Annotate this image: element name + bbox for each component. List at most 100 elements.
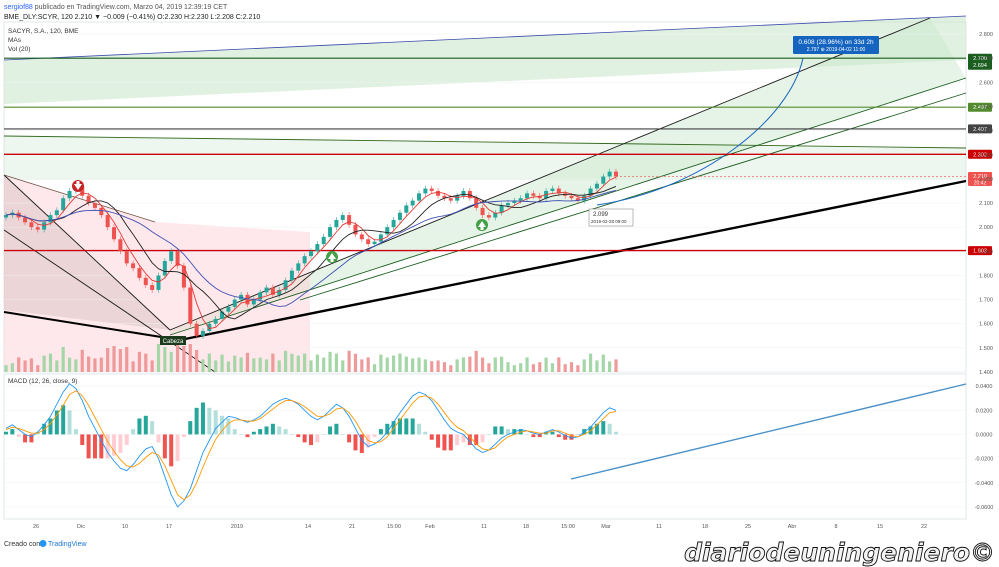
volume-bar xyxy=(474,350,478,372)
level-badge xyxy=(968,102,992,112)
footer-brand[interactable]: TradingView xyxy=(48,541,87,548)
macd-tick-label: -0.0400 xyxy=(975,481,994,487)
candle-body xyxy=(29,222,34,228)
macd-histogram-bar xyxy=(194,407,199,435)
time-tick-label: 15 xyxy=(877,524,883,530)
low-marker-box[interactable]: 2.099 2019-02-28 09:00 xyxy=(588,208,634,227)
candle-body xyxy=(220,311,225,319)
time-axis[interactable]: 26 Dic 10 17 2019 14 21 15:00 Feb 11 18 15:00 Mar 11 1… xyxy=(33,524,927,530)
volume-bar xyxy=(341,360,345,372)
candle-body xyxy=(448,198,453,201)
candle-body xyxy=(283,280,288,290)
candle-body xyxy=(226,306,231,312)
candle-body xyxy=(92,203,97,208)
candle-body xyxy=(61,198,66,211)
macd-histogram-bar xyxy=(499,426,504,435)
countdown-label: 20:42 xyxy=(974,180,987,186)
macd-tick-label: 0.0200 xyxy=(976,408,993,414)
macd-histogram-bar xyxy=(410,418,415,435)
volume-bar xyxy=(99,357,103,372)
macd-line xyxy=(5,383,617,508)
candle-body xyxy=(309,251,313,257)
price-tick-label: 2.200 xyxy=(979,177,993,183)
footer-created: Creado con xyxy=(4,541,40,548)
volume-bar xyxy=(315,354,319,372)
candle-body xyxy=(232,299,237,307)
candle-body xyxy=(99,207,104,216)
volume-bar xyxy=(442,362,447,372)
macd-histogram-bar xyxy=(181,434,186,438)
macd-histogram-bar xyxy=(601,421,606,435)
candle-body xyxy=(505,203,510,206)
macd-histogram-bar xyxy=(366,434,371,448)
macd-histogram-bar xyxy=(162,434,167,459)
price-tick-label: 2.100 xyxy=(979,201,993,207)
macd-tick-label: 0.0400 xyxy=(976,384,993,390)
volume-bar xyxy=(366,357,370,372)
macd-histogram-bar xyxy=(321,434,326,436)
volume-bar xyxy=(353,353,358,372)
price-candles xyxy=(4,168,618,339)
candle-body xyxy=(264,287,269,293)
price-tick-label: 1.600 xyxy=(979,322,993,328)
candle-body xyxy=(175,251,180,266)
volume-bar xyxy=(582,359,586,372)
volume-bar xyxy=(392,355,396,372)
candle-body xyxy=(537,195,542,199)
macd-histogram-bar xyxy=(131,429,136,435)
time-tick-label: 14 xyxy=(305,524,311,530)
candle-body xyxy=(80,186,85,196)
price-tick-label: 2.400 xyxy=(979,129,993,135)
macd-histogram-bar xyxy=(80,434,85,446)
candle-body xyxy=(417,193,422,201)
macd-pane[interactable] xyxy=(3,373,967,520)
volume-bar xyxy=(588,353,593,372)
macd-histogram-bar xyxy=(245,434,250,438)
volume-bar xyxy=(118,349,122,372)
low-marker-value: 2.099 xyxy=(593,212,609,218)
volume-bar xyxy=(347,350,351,372)
candle-body xyxy=(366,239,371,245)
price-tick-label: 2.700 xyxy=(979,56,993,62)
volume-bar xyxy=(195,350,199,372)
price-tick-label: 2.500 xyxy=(979,104,993,110)
price-tick-label: 1.700 xyxy=(979,298,993,304)
candle-body xyxy=(124,251,129,264)
macd-histogram-bar xyxy=(4,431,8,435)
macd-title[interactable]: MACD (12, 26, close, 9) xyxy=(8,378,77,385)
candle-body xyxy=(614,171,618,177)
time-tick-label: Mar xyxy=(601,524,611,530)
time-tick-label: 10 xyxy=(122,524,128,530)
candle-body xyxy=(340,215,345,220)
volume-bar xyxy=(360,359,364,372)
candle-body xyxy=(54,210,59,216)
volume-bar xyxy=(544,357,548,372)
candle-body xyxy=(334,219,339,228)
macd-histogram-bar xyxy=(67,410,72,435)
macd-histogram-bar xyxy=(461,434,466,443)
macd-histogram-bar xyxy=(251,431,256,435)
buy-arrow-icon xyxy=(476,219,488,231)
level-badge-label: 2.407 xyxy=(973,127,987,133)
volume-bar xyxy=(334,353,339,372)
macd-histogram-bar xyxy=(156,434,161,443)
volume-bar xyxy=(385,357,389,372)
projection-sub: 2.797 ⊕ 2019-04-02 11:00 xyxy=(807,47,866,53)
legend-vol[interactable]: Vol (20) xyxy=(8,46,30,53)
volume-bar xyxy=(303,353,307,372)
signal-line xyxy=(5,390,617,501)
macd-histogram-bar xyxy=(359,434,364,454)
legend-mas[interactable]: MAs xyxy=(8,37,22,44)
projection-box[interactable]: 0.608 (28.96%) on 33d 2h 2.797 ⊕ 2019-04… xyxy=(793,36,879,54)
macd-axis[interactable]: 0.0400 0.0200 0.0000 -0.0200 -0.0400 -0.0600 xyxy=(975,384,994,511)
macd-histogram-bar xyxy=(200,402,205,435)
price-tick-label: 1.900 xyxy=(979,249,993,255)
low-marker-date: 2019-02-28 09:00 xyxy=(591,219,627,224)
macd-histogram-bar xyxy=(150,421,155,435)
volume-bar xyxy=(538,362,542,372)
price-axis[interactable]: 2.800 2.700 2.600 2.500 2.400 2.300 2.200 2.100… xyxy=(979,32,993,376)
candle-body xyxy=(378,234,383,242)
macd-histogram-bar xyxy=(23,434,28,443)
time-tick-label: 2019 xyxy=(231,524,243,530)
